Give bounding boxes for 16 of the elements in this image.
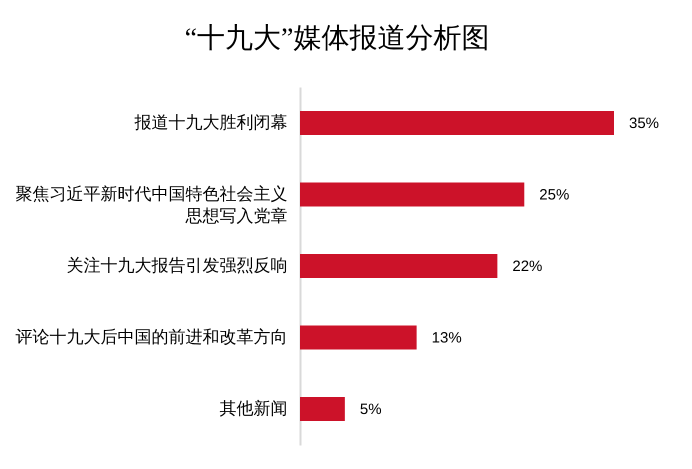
y-tick-label: 报道十九大胜利闭幕 (134, 113, 288, 132)
data-label: 35% (629, 115, 660, 132)
data-label: 13% (432, 329, 462, 346)
y-tick-label: 聚焦习近平新时代中国特色社会主义思想写入党章 (16, 184, 288, 226)
chart-title: “十九大”媒体报道分析图 (184, 23, 490, 54)
data-label: 5% (360, 400, 382, 418)
bar (300, 182, 524, 207)
bar (300, 111, 614, 136)
bar (300, 396, 345, 421)
data-label: 25% (539, 186, 570, 204)
y-tick-label: 其他新闻 (220, 398, 288, 418)
y-tick-label: 关注十九大报告引发强烈反响 (66, 256, 288, 275)
data-label: 22% (512, 258, 542, 275)
bar (300, 254, 498, 278)
y-tick-label: 评论十九大后中国的前进和改革方向 (16, 327, 288, 346)
bar (300, 325, 417, 350)
